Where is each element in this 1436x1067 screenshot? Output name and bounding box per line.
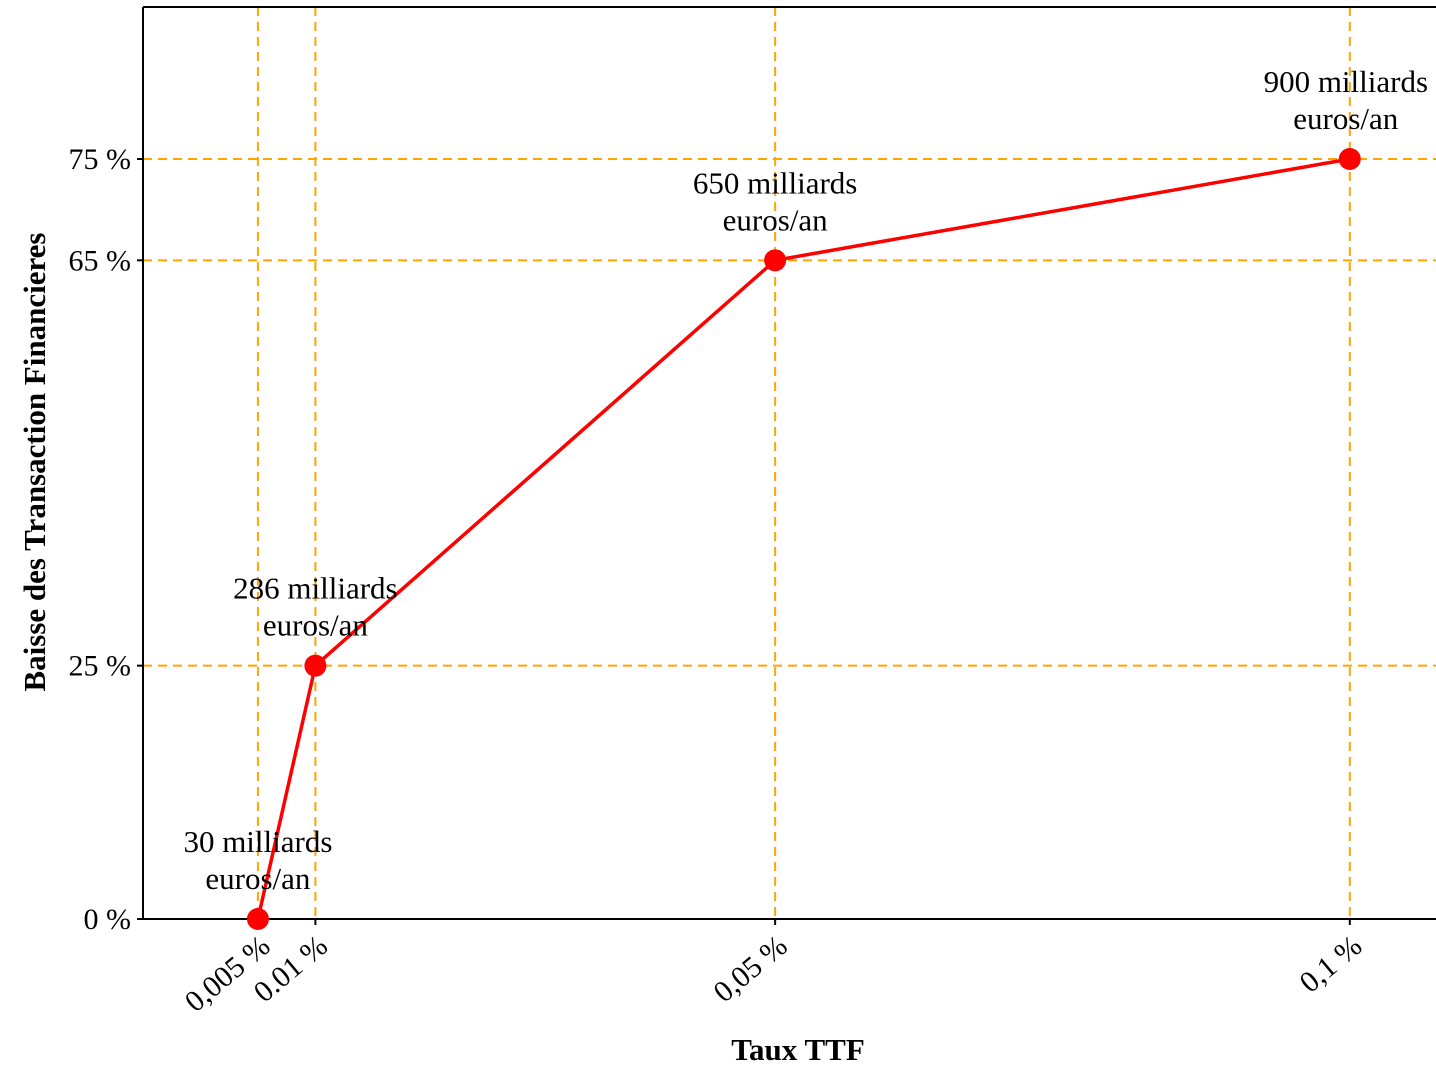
y-tick-label: 75 % [69,143,132,176]
grid-layer [143,7,1436,919]
data-label-line: euros/an [1293,101,1399,136]
data-label-line: 286 milliards [233,571,397,606]
y-tick-label: 25 % [69,650,132,683]
data-label-line: euros/an [205,861,311,896]
data-label-line: euros/an [263,608,369,643]
axes-layer [142,6,1436,920]
data-label-line: 650 milliards [693,165,857,200]
y-tick-label: 0 % [84,903,132,936]
data-point [764,249,787,272]
y-axis-title: Baisse des Transaction Financieres [17,233,52,692]
data-label-line: euros/an [723,202,829,237]
series-layer [246,148,1361,930]
data-label-line: 30 milliards [183,824,332,859]
data-point [304,654,327,677]
series-line [256,157,1351,920]
x-axis-title: Taux TTF [731,1032,865,1067]
y-tick-label: 65 % [69,244,132,277]
data-label-line: 900 milliards [1264,64,1428,99]
data-point [246,908,269,930]
x-tick-label: 0,05 % [707,929,793,1009]
x-tick-label: 0,1 % [1293,929,1368,999]
data-point [1338,148,1361,170]
